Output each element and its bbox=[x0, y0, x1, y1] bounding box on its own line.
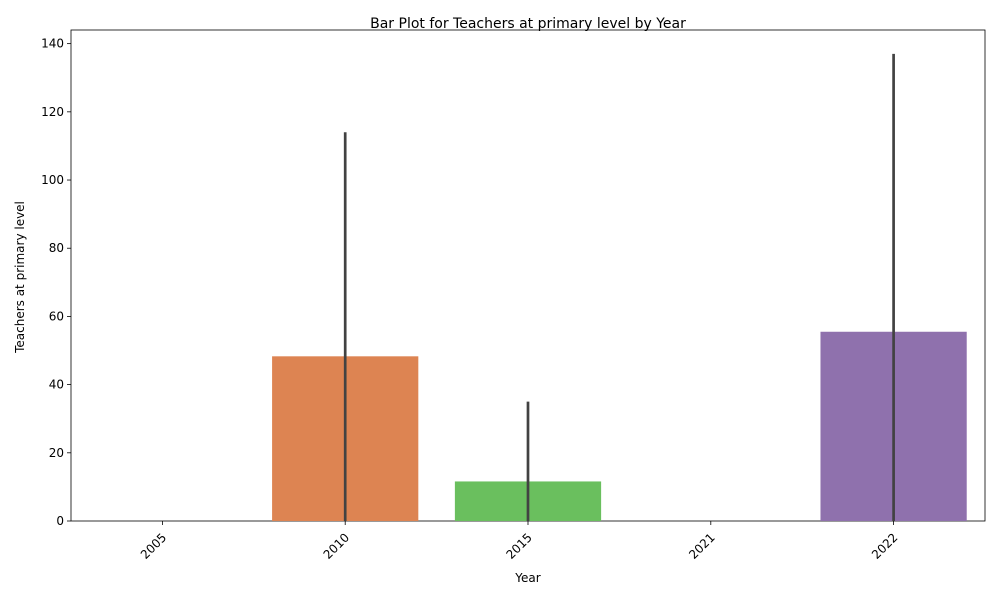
x-tick-label-2010: 2010 bbox=[321, 530, 352, 561]
y-tick-label-40: 40 bbox=[49, 378, 64, 392]
x-tick-label-2022: 2022 bbox=[869, 530, 900, 561]
y-tick-label-80: 80 bbox=[49, 241, 64, 255]
y-tick-label-20: 20 bbox=[49, 446, 64, 460]
y-tick-label-60: 60 bbox=[49, 309, 64, 323]
y-axis: 0 20 40 60 80 100 120 140 bbox=[41, 37, 71, 528]
x-tick-label-2005: 2005 bbox=[138, 530, 169, 561]
x-tick-label-2015: 2015 bbox=[503, 530, 534, 561]
y-tick-label-140: 140 bbox=[41, 37, 64, 51]
y-axis-label: Teachers at primary level bbox=[13, 201, 27, 354]
bars bbox=[272, 331, 967, 521]
y-tick-label-0: 0 bbox=[56, 514, 64, 528]
x-axis: 2005 2010 2015 2021 2022 bbox=[138, 521, 901, 562]
x-axis-label: Year bbox=[514, 571, 540, 585]
error-bars bbox=[343, 53, 895, 521]
y-tick-label-100: 100 bbox=[41, 173, 64, 187]
x-tick-label-2021: 2021 bbox=[686, 530, 717, 561]
y-tick-label-120: 120 bbox=[41, 105, 64, 119]
chart-title: Bar Plot for Teachers at primary level b… bbox=[370, 16, 686, 32]
